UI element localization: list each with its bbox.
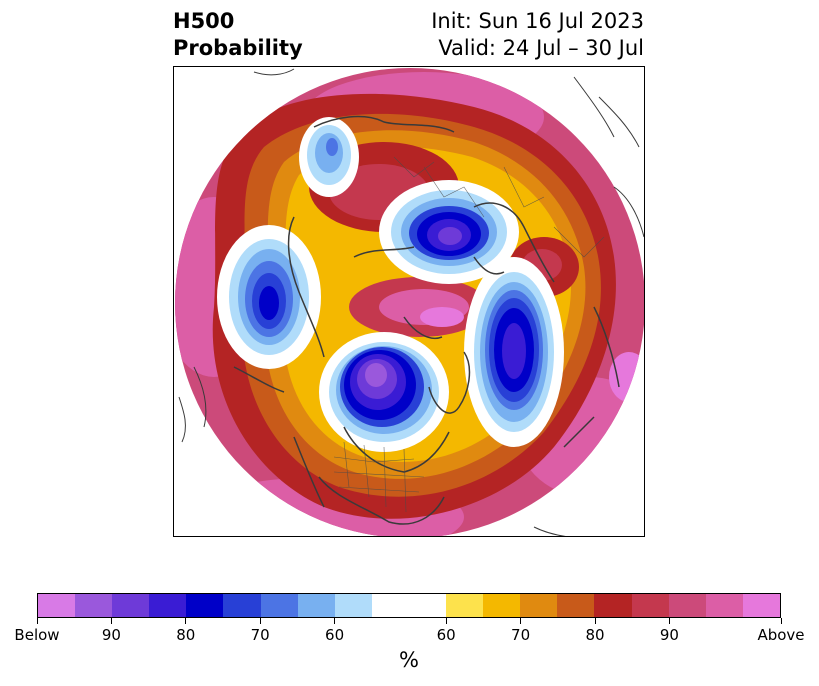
colorbar-tick: [334, 618, 336, 624]
colorbar-tick: [36, 618, 38, 624]
title-variable: H500: [173, 9, 235, 33]
colorbar-segment: [112, 594, 150, 617]
colorbar-tick: [668, 618, 670, 624]
colorbar-tick-label: 90: [101, 626, 121, 644]
colorbar-tick: [594, 618, 596, 624]
outer-coastlines: [178, 68, 644, 536]
map-panel: [173, 66, 645, 537]
colorbar-segment: [186, 594, 224, 617]
colorbar-tick-label: 70: [511, 626, 531, 644]
colorbar-tick-label: Above: [757, 626, 805, 644]
colorbar-tick-label: 80: [176, 626, 196, 644]
colorbar-segment: [742, 594, 780, 617]
colorbar-segment: [594, 594, 632, 617]
borders: [333, 156, 605, 513]
colorbar-tick-label: 60: [436, 626, 456, 644]
colorbar-tick-label: 80: [585, 626, 605, 644]
coastlines: [233, 115, 620, 525]
colorbar-tick: [780, 618, 782, 624]
colorbar-segment: [260, 594, 298, 617]
colorbar-segment: [334, 594, 372, 617]
colorbar-segment: [483, 594, 521, 617]
colorbar-segment: [38, 594, 76, 617]
colorbar-tick: [445, 618, 447, 624]
colorbar-segment: [668, 594, 706, 617]
colorbar-tick: [110, 618, 112, 624]
colorbar-tick: [520, 618, 522, 624]
probability-map: [175, 68, 644, 536]
colorbar-segment: [149, 594, 187, 617]
title-left: H500 Probability: [173, 8, 303, 62]
valid-range: Valid: 24 Jul – 30 Jul: [438, 36, 644, 60]
colorbar-tick: [259, 618, 261, 624]
colorbar: [37, 593, 781, 618]
colorbar-segment: [520, 594, 558, 617]
colorbar-segment: [297, 594, 335, 617]
init-date: Init: Sun 16 Jul 2023: [431, 9, 644, 33]
colorbar-segment: [446, 594, 484, 617]
colorbar-tick-label: 90: [659, 626, 679, 644]
colorbar-tick-label: 60: [325, 626, 345, 644]
colorbar-segment: [557, 594, 595, 617]
title-type: Probability: [173, 36, 303, 60]
colorbar-unit-label: %: [399, 648, 419, 672]
colorbar-tick-label: Below: [14, 626, 60, 644]
title-right: Init: Sun 16 Jul 2023 Valid: 24 Jul – 30…: [431, 8, 644, 62]
colorbar-tick-label: 70: [250, 626, 270, 644]
colorbar-segment: [705, 594, 743, 617]
colorbar-segment: [75, 594, 113, 617]
colorbar-segment: [631, 594, 669, 617]
colorbar-tick: [185, 618, 187, 624]
colorbar-segment: [223, 594, 261, 617]
colorbar-segment: [371, 594, 447, 617]
